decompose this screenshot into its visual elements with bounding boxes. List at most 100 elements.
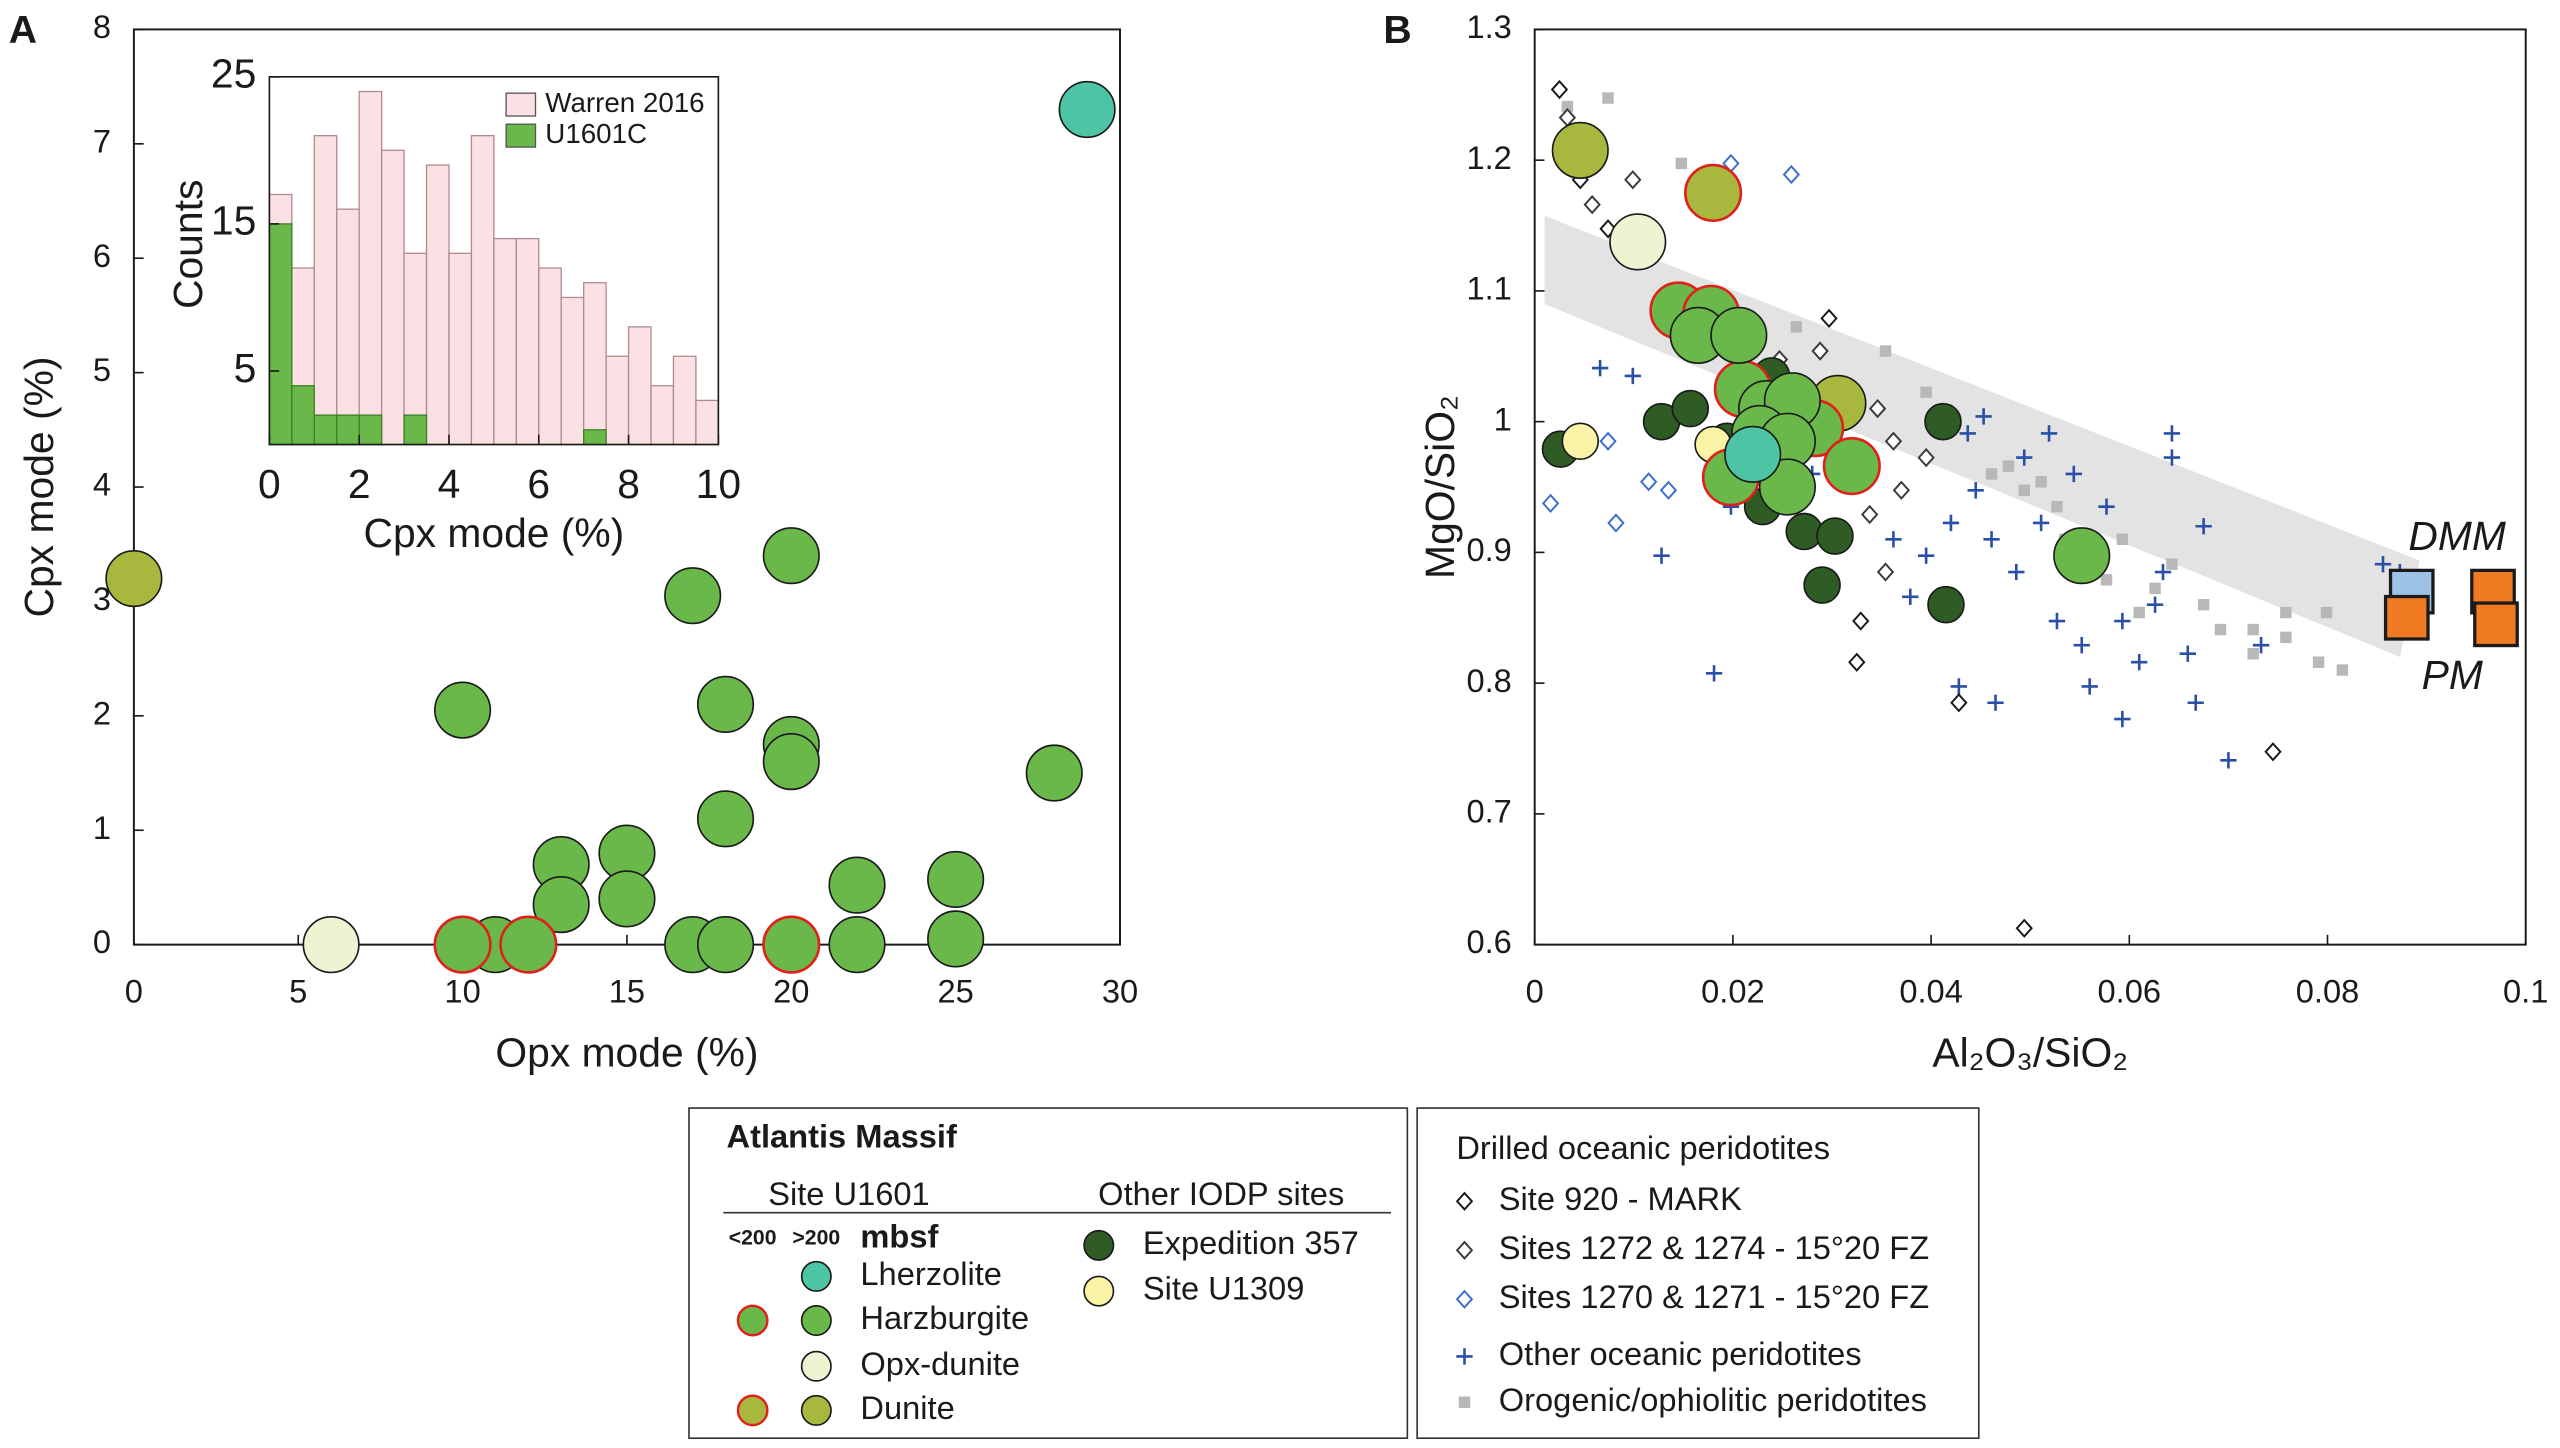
data-point	[105, 549, 163, 608]
x-tick-label: 6	[527, 461, 550, 507]
x-tick-label: 20	[773, 972, 809, 1009]
annotation: PM	[2422, 652, 2484, 698]
data-point	[1885, 531, 1902, 548]
x-tick-label: 8	[617, 461, 640, 507]
data-point	[1624, 170, 1642, 190]
histogram-bar	[650, 385, 675, 446]
data-point	[2100, 574, 2113, 586]
data-point	[2065, 465, 2082, 483]
y-tick-label: 1.3	[1466, 8, 1511, 45]
data-point	[1967, 482, 1984, 499]
x-tick-label: 0.08	[2296, 972, 2360, 1009]
legend-box	[1416, 1107, 1980, 1440]
legend-swatch	[1083, 1229, 1115, 1261]
legend-swatch	[800, 1304, 832, 1337]
data-point	[927, 910, 985, 968]
y-tick-label: 0.9	[1466, 531, 1511, 568]
legend-label: Lherzolite	[860, 1255, 1002, 1292]
data-point	[2247, 623, 2259, 636]
data-point	[1820, 308, 1838, 329]
data-point	[1950, 693, 1968, 713]
histogram-bar	[313, 134, 338, 446]
data-point	[1884, 431, 1903, 451]
legend-swatch	[505, 123, 537, 148]
histogram-bar	[448, 252, 473, 446]
histogram-bar	[627, 326, 652, 446]
data-point	[1983, 531, 2000, 548]
data-point	[1058, 80, 1116, 139]
data-point	[1917, 547, 1935, 564]
histogram-bar	[403, 414, 428, 446]
y-axis-title: Counts	[165, 180, 211, 309]
panel-label: A	[9, 9, 37, 52]
data-point	[532, 875, 590, 934]
data-point	[1609, 213, 1667, 271]
data-point	[2018, 484, 2030, 497]
data-point	[2073, 637, 2090, 654]
y-tick-label: 0.6	[1466, 923, 1511, 960]
data-point	[2374, 555, 2392, 573]
y-tick-label: 0.7	[1466, 793, 1511, 830]
data-point	[433, 915, 492, 974]
data-point	[1987, 694, 2004, 711]
legend-title: Drilled oceanic peridotites	[1456, 1129, 1830, 1166]
data-point	[696, 916, 755, 974]
data-point	[1675, 157, 1688, 170]
data-point	[1902, 588, 1919, 606]
x-tick-label: 0.06	[2098, 972, 2162, 1009]
data-point	[1671, 389, 1710, 428]
data-point	[1541, 493, 1560, 514]
legend-swatch	[800, 1260, 832, 1292]
data-point	[1684, 163, 1743, 222]
legend-label: Expedition 357	[1143, 1224, 1359, 1261]
histogram-bar	[605, 355, 630, 446]
legend-swatch	[1083, 1275, 1115, 1307]
data-point	[1705, 665, 1723, 682]
data-point	[2197, 598, 2210, 611]
legend-label: Other oceanic peridotites	[1499, 1335, 1862, 1372]
data-point	[1602, 92, 1614, 104]
data-point	[1950, 678, 1968, 695]
data-point	[2149, 582, 2161, 595]
y-tick-label: 0.8	[1466, 662, 1511, 699]
data-point	[2015, 918, 2033, 938]
legend-swatch	[736, 1394, 769, 1427]
data-point	[2146, 596, 2164, 613]
legend-label: Harzburgite	[860, 1299, 1029, 1336]
data-point	[2473, 601, 2519, 648]
legend-label: Sites 1270 & 1271 - 15°20 FZ	[1499, 1278, 1929, 1315]
histogram-bar	[672, 355, 697, 446]
data-point	[1816, 517, 1854, 555]
x-axis-title: Opx mode (%)	[495, 1030, 758, 1076]
x-tick-label: 0.02	[1701, 972, 1765, 1009]
y-tick-label: 3	[93, 580, 111, 617]
data-point	[2040, 425, 2058, 442]
data-point	[2320, 606, 2333, 619]
data-point	[1561, 100, 1574, 113]
histogram-bar	[583, 282, 607, 446]
data-point	[1848, 652, 1866, 672]
x-axis-title: Cpx mode (%)	[363, 510, 624, 556]
legend-label: Site U1309	[1143, 1270, 1304, 1307]
legend-swatch	[1455, 1289, 1474, 1309]
data-point	[664, 567, 722, 625]
x-tick-label: 0.1	[2503, 972, 2548, 1009]
y-tick-label: 1.2	[1466, 139, 1511, 176]
y-tick-label: 25	[211, 51, 256, 97]
data-point	[1561, 422, 1600, 461]
data-point	[2336, 664, 2349, 676]
histogram-bar	[358, 414, 383, 446]
histogram-bar	[380, 149, 405, 446]
legend-heading: Other IODP sites	[1098, 1175, 1344, 1212]
panel-label: B	[1383, 9, 1411, 52]
data-point	[2053, 527, 2111, 585]
legend-label: Orogenic/ophiolitic peridotites	[1499, 1381, 1927, 1418]
x-tick-label: 2	[348, 461, 371, 507]
histogram-bar	[695, 399, 720, 446]
annotation: DMM	[2408, 513, 2506, 559]
data-point	[2163, 449, 2181, 466]
data-point	[1985, 468, 1998, 480]
y-tick-label: 0	[93, 923, 111, 960]
legend-swatch	[1455, 1240, 1474, 1260]
